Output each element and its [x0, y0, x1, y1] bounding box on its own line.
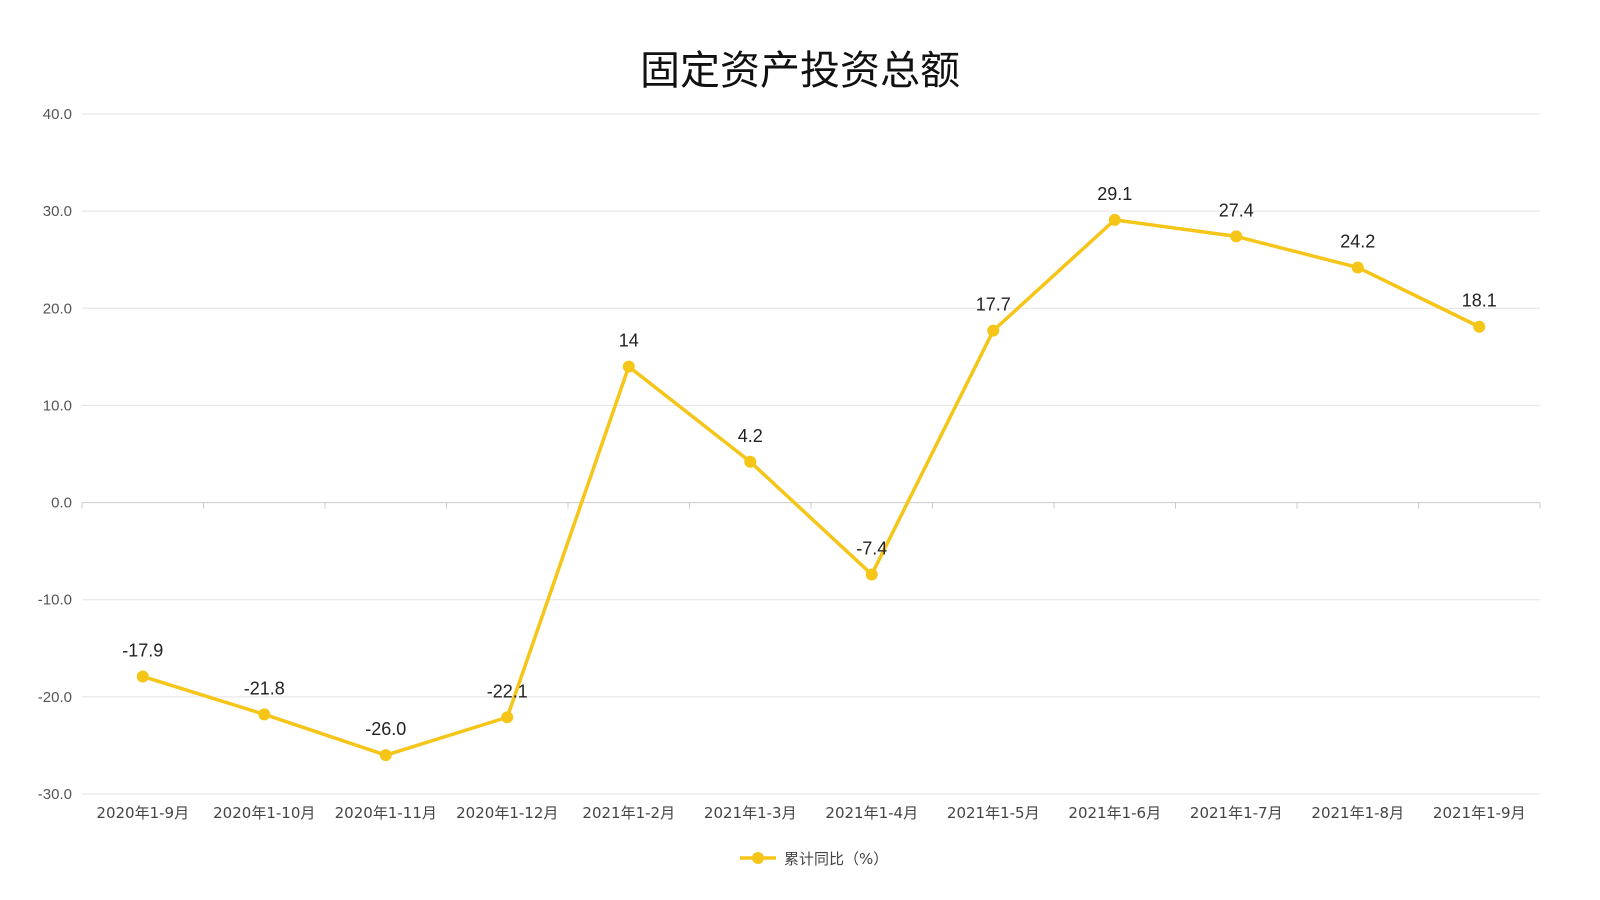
- legend[interactable]: 累计同比（%）: [740, 850, 888, 868]
- x-tick-label: 2021年1-9月: [1433, 804, 1526, 822]
- data-label: -22.1: [487, 681, 528, 701]
- x-tick-label: 2021年1-5月: [947, 804, 1040, 822]
- x-tick-label: 2021年1-2月: [582, 804, 675, 822]
- x-tick-label: 2020年1-12月: [456, 804, 558, 822]
- x-tick-label: 2021年1-7月: [1190, 804, 1283, 822]
- data-label: -7.4: [856, 538, 887, 558]
- data-point[interactable]: [258, 708, 271, 721]
- x-tick-label: 2020年1-10月: [213, 804, 315, 822]
- y-tick-label: -10.0: [38, 592, 72, 609]
- x-tick-label: 2021年1-3月: [704, 804, 797, 822]
- data-label: -26.0: [365, 719, 406, 739]
- data-label: 17.7: [976, 295, 1011, 315]
- y-tick-label: -30.0: [38, 786, 72, 803]
- y-axis-labels: 40.0 30.0 20.0 10.0 0.0 -10.0 -20.0 -30.0: [38, 106, 72, 803]
- x-tick-label: 2021年1-4月: [825, 804, 918, 822]
- x-tick-label: 2021年1-6月: [1068, 804, 1161, 822]
- data-point[interactable]: [1473, 320, 1486, 333]
- data-labels: -17.9 -21.8 -26.0 -22.1 14 4.2 -7.4 17.7 29.1 27.…: [122, 184, 1497, 739]
- data-label: -17.9: [122, 640, 163, 660]
- data-point[interactable]: [1351, 261, 1364, 274]
- data-label: 24.2: [1340, 231, 1375, 251]
- data-point[interactable]: [1108, 213, 1121, 226]
- series-line-cumulative-yoy: [142, 218, 1481, 757]
- y-tick-label: -20.0: [38, 689, 72, 706]
- y-tick-label: 20.0: [43, 300, 72, 317]
- gridlines: [81, 113, 1541, 795]
- data-point[interactable]: [865, 568, 878, 581]
- x-tick-label: 2020年1-11月: [335, 804, 437, 822]
- x-axis-labels: 2020年1-9月 2020年1-10月 2020年1-11月 2020年1-12月 2…: [96, 804, 1525, 822]
- data-label: -21.8: [244, 678, 285, 698]
- x-tick-label: 2020年1-9月: [96, 804, 189, 822]
- x-tick-label: 2021年1-8月: [1311, 804, 1404, 822]
- data-label: 27.4: [1219, 200, 1254, 220]
- y-tick-label: 10.0: [43, 397, 72, 414]
- data-label: 14: [619, 331, 639, 351]
- data-point[interactable]: [501, 711, 514, 724]
- chart-title: 固定资产投资总额: [640, 48, 960, 94]
- legend-label: 累计同比（%）: [784, 850, 888, 868]
- y-tick-label: 40.0: [43, 106, 72, 123]
- data-label: 18.1: [1462, 291, 1497, 311]
- data-point[interactable]: [987, 324, 1000, 337]
- legend-marker-icon: [752, 852, 764, 864]
- data-label: 29.1: [1097, 184, 1132, 204]
- data-point[interactable]: [1230, 230, 1243, 243]
- data-point[interactable]: [622, 360, 635, 373]
- y-tick-label: 30.0: [43, 203, 72, 220]
- y-tick-label: 0.0: [51, 495, 72, 512]
- data-label: 4.2: [738, 426, 763, 446]
- data-points: [136, 213, 1486, 762]
- series-line: [142, 218, 1481, 757]
- data-point[interactable]: [136, 670, 149, 683]
- data-point[interactable]: [744, 455, 757, 468]
- data-point[interactable]: [379, 749, 392, 762]
